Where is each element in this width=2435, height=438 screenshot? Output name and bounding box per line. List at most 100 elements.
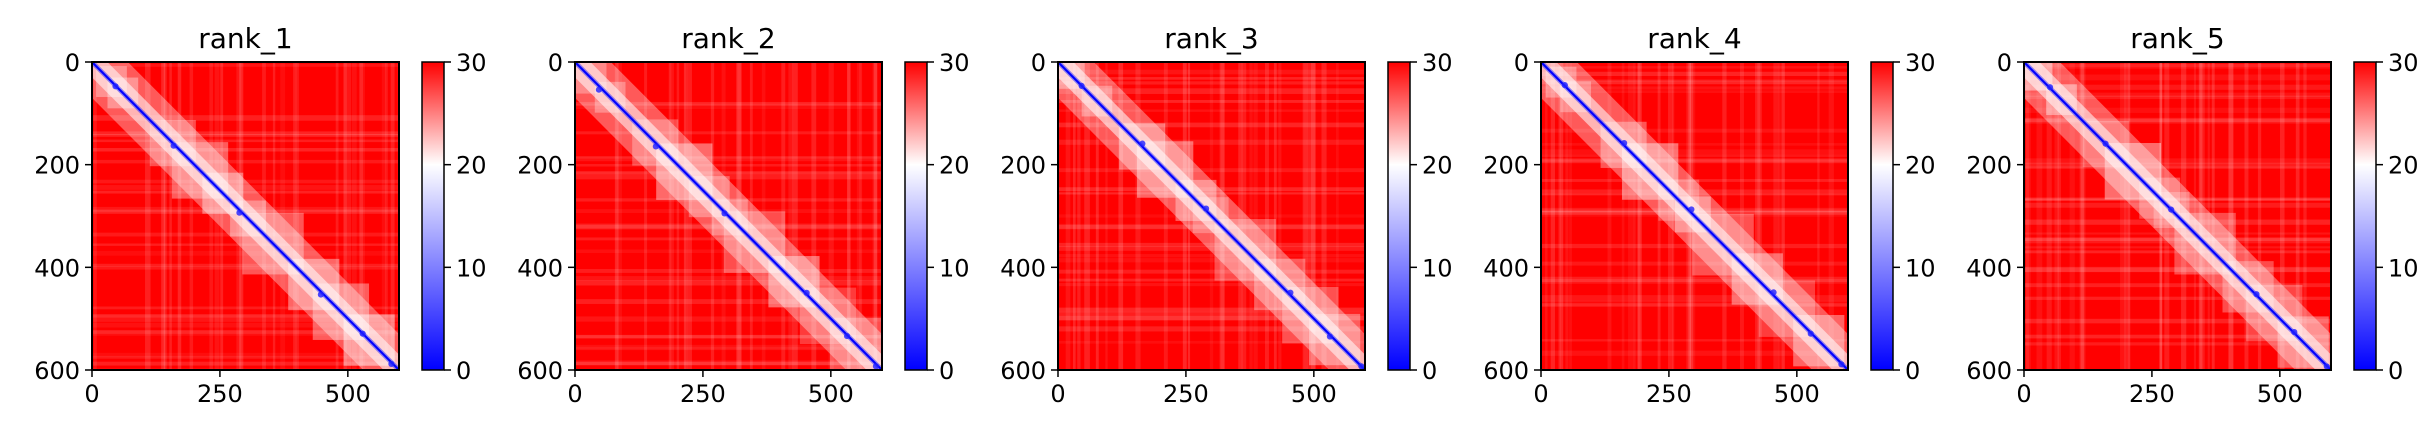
heatmap-streak [1058,168,1365,173]
heatmap-streak [1058,187,1365,192]
heatmap-streak [92,179,399,184]
y-tick-label: 200 [517,152,563,180]
heatmap-streak [1828,62,1834,370]
heatmap-streak [92,243,399,246]
heatmap-streak [847,62,851,370]
heatmap-streak [792,62,798,370]
heatmap-streak [2024,117,2331,123]
heatmap-streak [92,263,399,268]
heatmap-streak [2024,63,2331,68]
heatmap-streak [1541,158,1848,162]
colorbar-tick-label: 0 [456,357,471,385]
heatmap-streak [92,306,399,310]
diagonal-node [1203,205,1210,212]
heatmap-streak [575,344,882,350]
heatmap-streak [1722,62,1727,370]
heatmap-streak [811,62,817,370]
heatmap-image [575,62,882,370]
heatmap-streak [1302,62,1308,370]
heatmap-streak [1058,254,1365,258]
heatmap-streak [1306,62,1311,370]
colorbar-tick-label: 30 [939,49,970,77]
heatmap-streak [92,314,399,318]
y-tick-label: 600 [517,357,563,385]
y-tick-label: 400 [34,254,80,282]
y-tick-label: 400 [1483,254,1529,282]
heatmap-streak [1541,189,1848,195]
heatmap-streak [1541,300,1848,303]
heatmap-streak [1058,122,1365,128]
heatmap-streak [575,316,882,322]
y-tick-label: 400 [1000,254,1046,282]
heatmap-streak [1541,339,1848,342]
panel-title: rank_3 [1164,22,1258,55]
colorbar-tick-label: 30 [2388,49,2419,77]
colorbar-tick-label: 30 [456,49,487,77]
heatmap-streak [1621,62,1625,370]
diagonal-node [652,143,659,150]
heatmap-streak [575,171,882,176]
heatmap-streak [1303,62,1307,370]
heatmap-streak [575,102,882,105]
colorbar-tick-label: 20 [2388,152,2419,180]
heatmap-streak [2244,62,2249,370]
heatmap-streak [177,62,182,370]
heatmap-streak [1541,159,1848,164]
diagonal-node [359,330,366,337]
heatmap-streak [92,115,399,121]
heatmap-streak [1541,86,1848,90]
heatmap-streak [92,139,399,143]
heatmap-streak [2303,62,2307,370]
diagonal-line [1058,62,1365,370]
heatmap-streak [1187,62,1191,370]
heatmap-streak [1058,278,1365,282]
heatmap-streak [92,316,399,322]
heatmap-streak [92,131,399,136]
heatmap-streak [2211,62,2215,370]
diagonal-node [1139,140,1146,147]
heatmap-streak [575,131,882,135]
heatmap-streak [1541,90,1848,94]
heatmap-streak [2024,158,2331,164]
heatmap-streak [684,62,688,370]
heatmap-streak [1077,62,1081,370]
diagonal-node [2253,291,2260,298]
colorbar-tick-label: 20 [939,152,970,180]
heatmap-streak [575,362,882,366]
y-tick-label: 600 [1000,357,1046,385]
heatmap-streak [1105,62,1108,370]
heatmap-streak [1310,62,1316,370]
colorbar-tick-label: 0 [2388,357,2403,385]
heatmap-streak [788,62,794,370]
heatmap-streak [2024,63,2331,70]
heatmap-streak [295,62,299,370]
diagonal-node [2168,206,2175,213]
heatmap-streak [2124,62,2131,370]
x-tick-label: 0 [1050,380,1065,408]
heatmap-streak [1253,62,1258,370]
heatmap-streak [575,171,882,175]
colorbar-tick-label: 30 [1905,49,1936,77]
heatmap-streak [1541,261,1848,266]
axes-frame [574,61,883,371]
heatmap-streak [2024,334,2331,339]
heatmap-streak [1058,88,1365,94]
diagonal-node [112,83,119,90]
heatmap-streak [1541,179,1848,182]
heatmap-streak [92,190,399,194]
heatmap-streak [214,62,220,370]
diagonal-node [2323,363,2330,370]
colorbar-tick-label: 10 [456,254,487,282]
heatmap-streak [1637,62,1642,370]
heatmap-streak [92,63,399,67]
heatmap-streak [1541,350,1848,356]
heatmap-streak [92,250,399,256]
heatmap-streak [2024,342,2331,346]
x-tick-label: 500 [1774,380,1820,408]
diagonal-node [1287,289,1294,296]
heatmap-streak [2024,267,2331,273]
heatmap-streak [1058,258,1365,263]
heatmap-streak [2024,95,2331,100]
heatmap-streak [1058,242,1365,248]
diagonal-node [170,142,177,149]
